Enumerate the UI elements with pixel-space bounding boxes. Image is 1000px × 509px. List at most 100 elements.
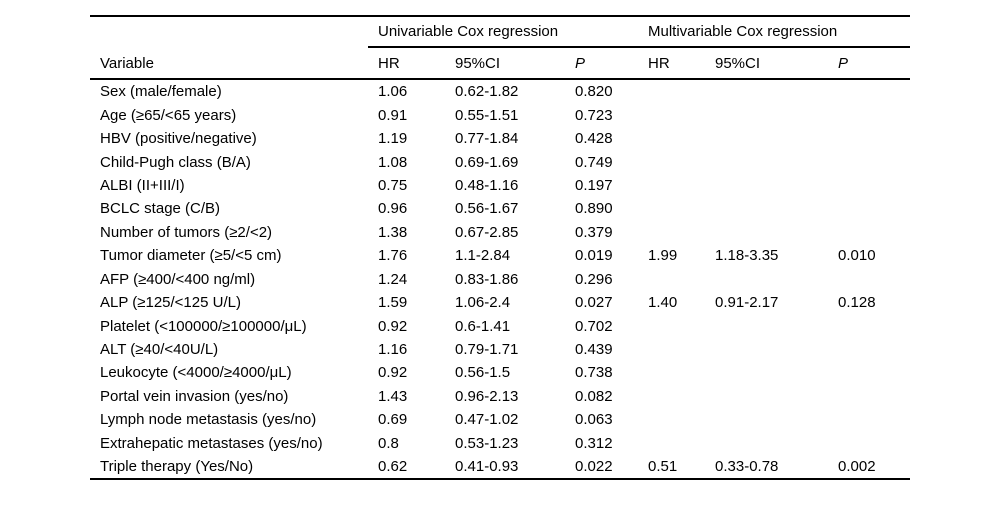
cell-univariable-hr: 1.19: [378, 130, 408, 148]
cell-univariable-p: 0.890: [575, 200, 613, 218]
cell-univariable-hr: 0.92: [378, 364, 408, 382]
cell-multivariable-p: 0.002: [838, 458, 876, 476]
cell-univariable-hr: 1.59: [378, 294, 408, 312]
table-row: ALP (≥125/<125 U/L) 1.59 1.06-2.4 0.027 …: [90, 291, 910, 314]
table-row: Age (≥65/<65 years) 0.91 0.55-1.51 0.723: [90, 103, 910, 126]
cell-variable: Extrahepatic metastases (yes/no): [100, 434, 323, 452]
cell-variable: ALP (≥125/<125 U/L): [100, 294, 241, 312]
cell-variable: AFP (≥400/<400 ng/ml): [100, 270, 256, 288]
column-header-row: Variable HR 95%CI P HR 95%CI P: [90, 48, 910, 78]
cell-univariable-p: 0.738: [575, 364, 613, 382]
cell-multivariable-ci: 1.18-3.35: [715, 247, 779, 265]
cell-univariable-ci: 0.47-1.02: [455, 411, 519, 429]
cell-univariable-ci: 0.48-1.16: [455, 176, 519, 194]
table-body: Sex (male/female) 1.06 0.62-1.82 0.820 A…: [90, 80, 910, 478]
cell-univariable-ci: 1.06-2.4: [455, 294, 511, 312]
cell-univariable-hr: 1.43: [378, 387, 408, 405]
group-header-rule: [368, 46, 910, 48]
table-row: AFP (≥400/<400 ng/ml) 1.24 0.83-1.86 0.2…: [90, 268, 910, 291]
table-bottom-rule: [90, 478, 910, 481]
cell-univariable-ci: 0.56-1.67: [455, 200, 519, 218]
cell-multivariable-hr: 1.99: [648, 247, 678, 265]
cell-multivariable-p: 0.128: [838, 294, 876, 312]
table-row: Sex (male/female) 1.06 0.62-1.82 0.820: [90, 80, 910, 103]
cell-univariable-hr: 1.06: [378, 83, 408, 101]
cell-variable: Triple therapy (Yes/No): [100, 458, 254, 476]
cell-univariable-ci: 1.1-2.84: [455, 247, 511, 265]
table-row: Child-Pugh class (B/A) 1.08 0.69-1.69 0.…: [90, 150, 910, 173]
cell-univariable-hr: 0.91: [378, 106, 408, 124]
cell-univariable-p: 0.379: [575, 223, 613, 241]
cell-multivariable-ci: 0.33-0.78: [715, 458, 779, 476]
cell-univariable-ci: 0.41-0.93: [455, 458, 519, 476]
cell-univariable-ci: 0.69-1.69: [455, 153, 519, 171]
cell-univariable-hr: 0.75: [378, 176, 408, 194]
cell-univariable-hr: 0.8: [378, 434, 399, 452]
table-row: Triple therapy (Yes/No) 0.62 0.41-0.93 0…: [90, 455, 910, 478]
col-header-uni-hr: HR: [378, 54, 400, 72]
cell-univariable-ci: 0.56-1.5: [455, 364, 511, 382]
cell-univariable-hr: 1.16: [378, 341, 408, 359]
cell-univariable-p: 0.723: [575, 106, 613, 124]
table-row: ALT (≥40/<40U/L) 1.16 0.79-1.71 0.439: [90, 338, 910, 361]
cell-univariable-hr: 0.96: [378, 200, 408, 218]
cell-univariable-ci: 0.62-1.82: [455, 83, 519, 101]
table-row: HBV (positive/negative) 1.19 0.77-1.84 0…: [90, 127, 910, 150]
cell-univariable-hr: 0.62: [378, 458, 408, 476]
table-row: Number of tumors (≥2/<2) 1.38 0.67-2.85 …: [90, 221, 910, 244]
table-row: Lymph node metastasis (yes/no) 0.69 0.47…: [90, 408, 910, 431]
table-row: Tumor diameter (≥5/<5 cm) 1.76 1.1-2.84 …: [90, 244, 910, 267]
cell-variable: Child-Pugh class (B/A): [100, 153, 251, 171]
cox-regression-table: Univariable Cox regression Multivariable…: [90, 15, 910, 481]
cell-univariable-hr: 1.76: [378, 247, 408, 265]
table-top-rule: [90, 15, 910, 17]
cell-univariable-ci: 0.96-2.13: [455, 387, 519, 405]
cell-univariable-hr: 1.08: [378, 153, 408, 171]
cell-univariable-p: 0.439: [575, 341, 613, 359]
cell-univariable-hr: 1.38: [378, 223, 408, 241]
cell-univariable-p: 0.749: [575, 153, 613, 171]
col-header-multi-ci: 95%CI: [715, 54, 761, 72]
cell-univariable-p: 0.312: [575, 434, 613, 452]
col-header-uni-p: P: [575, 54, 586, 72]
table-row: ALBI (II+III/I) 0.75 0.48-1.16 0.197: [90, 174, 910, 197]
cell-univariable-ci: 0.53-1.23: [455, 434, 519, 452]
table-row: Platelet (<100000/≥100000/μL) 0.92 0.6-1…: [90, 314, 910, 337]
table-row: Portal vein invasion (yes/no) 1.43 0.96-…: [90, 385, 910, 408]
cell-variable: Lymph node metastasis (yes/no): [100, 411, 317, 429]
cell-univariable-ci: 0.6-1.41: [455, 317, 511, 335]
cell-univariable-p: 0.296: [575, 270, 613, 288]
cell-univariable-p: 0.082: [575, 387, 613, 405]
cell-univariable-p: 0.820: [575, 83, 613, 101]
cell-variable: ALBI (II+III/I): [100, 176, 185, 194]
cell-variable: Sex (male/female): [100, 83, 222, 101]
cell-multivariable-p: 0.010: [838, 247, 876, 265]
cell-multivariable-hr: 0.51: [648, 458, 678, 476]
cell-univariable-p: 0.027: [575, 294, 613, 312]
group-header-univariable: Univariable Cox regression: [378, 23, 559, 40]
cell-univariable-p: 0.428: [575, 130, 613, 148]
col-header-multi-p: P: [838, 54, 849, 72]
cell-univariable-ci: 0.83-1.86: [455, 270, 519, 288]
cell-univariable-p: 0.197: [575, 176, 613, 194]
cell-variable: Portal vein invasion (yes/no): [100, 387, 289, 405]
cell-univariable-hr: 0.69: [378, 411, 408, 429]
group-header-row: Univariable Cox regression Multivariable…: [90, 17, 910, 46]
cell-variable: Age (≥65/<65 years): [100, 106, 237, 124]
cell-univariable-ci: 0.79-1.71: [455, 341, 519, 359]
cell-univariable-p: 0.022: [575, 458, 613, 476]
cell-univariable-ci: 0.77-1.84: [455, 130, 519, 148]
cell-variable: Leukocyte (<4000/≥4000/μL): [100, 364, 292, 382]
cell-variable: ALT (≥40/<40U/L): [100, 341, 219, 359]
group-header-multivariable: Multivariable Cox regression: [648, 23, 838, 40]
cell-univariable-p: 0.063: [575, 411, 613, 429]
cell-variable: Number of tumors (≥2/<2): [100, 223, 273, 241]
column-header-rule: [90, 78, 910, 80]
cell-univariable-hr: 1.24: [378, 270, 408, 288]
col-header-multi-hr: HR: [648, 54, 670, 72]
cell-multivariable-hr: 1.40: [648, 294, 678, 312]
cell-variable: BCLC stage (C/B): [100, 200, 221, 218]
cell-univariable-ci: 0.67-2.85: [455, 223, 519, 241]
cell-univariable-p: 0.019: [575, 247, 613, 265]
cell-univariable-p: 0.702: [575, 317, 613, 335]
